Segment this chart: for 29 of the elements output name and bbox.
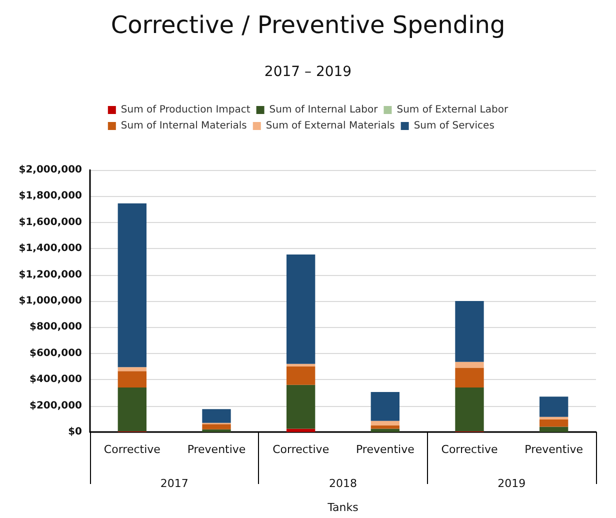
chart-title: Corrective / Preventive Spending	[110, 11, 506, 39]
y-tick-label: $200,000	[29, 400, 82, 412]
x-tick-label: Preventive	[356, 443, 415, 456]
y-tick-label: $1,200,000	[18, 269, 82, 280]
legend-label: Sum of Internal Materials	[120, 120, 247, 132]
y-tick-label: $800,000	[29, 322, 82, 333]
legend-label: Sum of Services	[414, 120, 494, 132]
x-tick-label: Corrective	[441, 443, 498, 456]
chart-subtitle: 2017 – 2019	[264, 64, 352, 80]
x-tick-label: Corrective	[104, 443, 161, 456]
text: 2018	[329, 477, 357, 490]
y-tick-label: $600,000	[29, 348, 82, 359]
y-tick-label: $0	[68, 426, 82, 438]
x-axis-title: Tanks	[326, 501, 359, 514]
text: 2017	[160, 477, 188, 490]
y-tick-label: $400,000	[29, 374, 82, 386]
x-tick-label: Preventive	[524, 443, 584, 456]
y-tick-label: $1,600,000	[18, 216, 82, 228]
x-tick-label: Preventive	[187, 443, 246, 456]
y-tick-label: $1,000,000	[18, 296, 82, 306]
x-tick-label: Corrective	[272, 443, 330, 456]
legend-label: Sum of External Materials	[266, 120, 395, 132]
legend-label: Sum of Internal Labor	[269, 104, 379, 116]
text: 2019	[498, 477, 526, 490]
y-tick-label: $1,800,000	[18, 190, 82, 202]
legend-label: Sum of Production Impact	[120, 104, 250, 116]
y-tick-label: $1,400,000	[18, 243, 82, 254]
legend-label: Sum of External Labor	[396, 104, 509, 116]
y-tick-label: $2,000,000	[18, 164, 82, 176]
